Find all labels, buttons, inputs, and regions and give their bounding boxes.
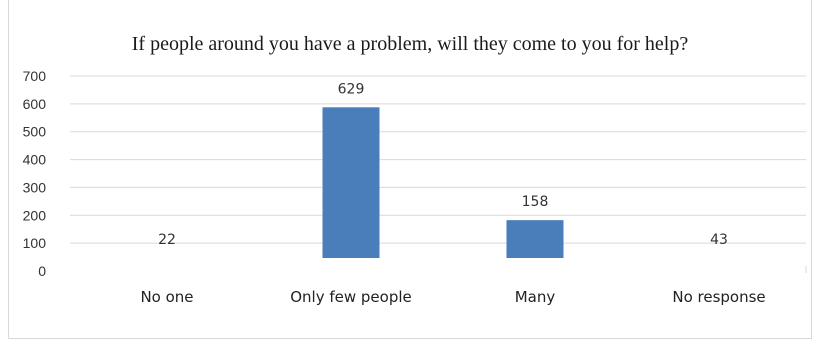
data-labels: 22 629 158 43 [158,81,728,248]
chart-title: If people around you have a problem, wil… [132,33,689,55]
category-label: Many [515,288,556,306]
x-axis-categories: No one Only few people Many No response [140,288,765,306]
category-label: No one [140,288,193,306]
y-tick-label: 0 [38,263,46,279]
y-tick-label: 400 [23,152,47,168]
y-axis-ticks: 0 100 200 300 400 500 600 700 [23,68,47,279]
data-label: 158 [522,194,549,210]
data-label: 629 [338,81,365,97]
y-tick-label: 100 [23,235,47,251]
bar [322,107,380,258]
category-label: Only few people [290,288,412,306]
y-tick-label: 600 [23,96,47,112]
y-tick-label: 500 [23,124,47,140]
y-tick-label: 300 [23,179,47,195]
data-label: 43 [710,232,728,248]
chart-frame [8,0,812,339]
data-label: 22 [158,232,176,248]
bar [506,220,564,258]
y-tick-label: 200 [23,207,47,223]
y-tick-label: 700 [23,68,47,84]
gridlines [70,75,807,273]
bars [322,107,564,258]
category-label: No response [672,288,765,306]
